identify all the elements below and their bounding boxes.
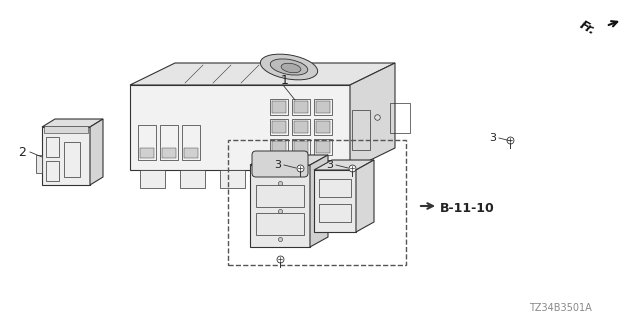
Polygon shape <box>314 160 374 170</box>
Ellipse shape <box>281 63 301 73</box>
Polygon shape <box>90 119 103 185</box>
Polygon shape <box>314 170 356 232</box>
Bar <box>270 119 288 135</box>
Bar <box>314 99 332 115</box>
Text: B-11-10: B-11-10 <box>440 203 495 215</box>
Bar <box>256 185 304 207</box>
Bar <box>316 101 330 113</box>
Bar <box>294 121 308 133</box>
Text: 3: 3 <box>275 160 282 170</box>
Bar <box>64 142 80 177</box>
Polygon shape <box>42 127 90 185</box>
Polygon shape <box>42 119 103 127</box>
Bar <box>256 213 304 235</box>
Polygon shape <box>130 63 395 85</box>
Text: Fr.: Fr. <box>578 18 598 38</box>
Ellipse shape <box>260 54 317 80</box>
Bar <box>46 137 59 157</box>
Text: 1: 1 <box>281 74 289 86</box>
Bar <box>228 140 406 265</box>
Bar <box>44 126 88 133</box>
Text: TZ34B3501A: TZ34B3501A <box>529 303 591 313</box>
Text: 3: 3 <box>490 133 497 143</box>
Polygon shape <box>250 165 310 247</box>
Polygon shape <box>220 170 245 188</box>
Bar <box>316 141 330 153</box>
Bar <box>270 139 288 155</box>
FancyBboxPatch shape <box>252 151 308 177</box>
Polygon shape <box>36 155 42 173</box>
Bar <box>292 139 310 155</box>
Polygon shape <box>130 85 350 170</box>
Bar <box>314 119 332 135</box>
Bar <box>292 119 310 135</box>
Bar <box>294 101 308 113</box>
Bar <box>390 103 410 133</box>
Polygon shape <box>260 170 285 188</box>
Bar <box>294 141 308 153</box>
Text: 2: 2 <box>18 146 26 158</box>
Bar <box>352 110 370 150</box>
Polygon shape <box>356 160 374 232</box>
Polygon shape <box>180 170 205 188</box>
Bar <box>272 101 286 113</box>
Polygon shape <box>310 155 328 247</box>
Bar <box>319 204 351 222</box>
Bar <box>138 125 156 160</box>
Bar <box>140 148 154 158</box>
Ellipse shape <box>270 59 308 75</box>
Bar <box>316 121 330 133</box>
Polygon shape <box>250 155 328 165</box>
Polygon shape <box>140 170 165 188</box>
Polygon shape <box>350 63 395 170</box>
Bar <box>272 121 286 133</box>
Bar <box>184 148 198 158</box>
Bar <box>160 125 178 160</box>
Bar <box>292 99 310 115</box>
Text: 3: 3 <box>326 160 333 170</box>
Bar <box>319 179 351 197</box>
Bar <box>270 99 288 115</box>
Bar <box>314 139 332 155</box>
Bar <box>272 141 286 153</box>
Bar <box>162 148 176 158</box>
Bar <box>46 161 59 181</box>
Bar <box>182 125 200 160</box>
Polygon shape <box>300 170 325 188</box>
